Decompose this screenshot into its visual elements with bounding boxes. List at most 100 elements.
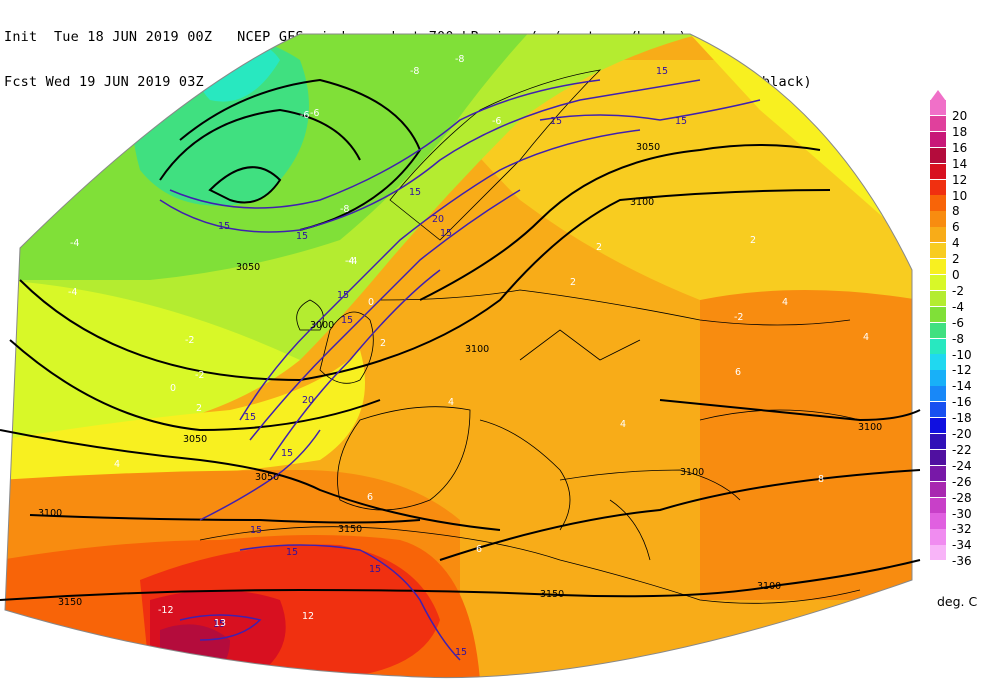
colorbar-label: -14 (952, 379, 972, 394)
temperature-label: -8 (455, 54, 464, 65)
wind-label: 20 (302, 395, 314, 406)
temperature-label: -2 (195, 370, 204, 381)
colorbar-label: 10 (952, 188, 968, 203)
colorbar-swatch (930, 545, 946, 561)
temperature-label: -6 (300, 110, 309, 121)
height-label: 3150 (338, 524, 362, 535)
colorbar-swatch (930, 179, 946, 195)
temperature-label: 6 (476, 544, 482, 555)
colorbar-label: 12 (952, 172, 968, 187)
colorbar-label: -16 (952, 395, 972, 410)
height-label: 3000 (310, 320, 334, 331)
temperature-label: 12 (302, 611, 314, 622)
colorbar-swatch (930, 115, 946, 132)
temperature-label: -8 (340, 204, 349, 215)
temperature-labels: -8 -8 -6 -6 -4 -4 -4 -2 -2 -2 0 2 2 4 4 … (68, 54, 869, 629)
temperature-label: 4 (620, 419, 626, 430)
temperature-label: -2 (734, 312, 743, 323)
colorbar-label: -12 (952, 363, 972, 378)
wind-label: 15 (440, 228, 452, 239)
colorbar-label: 6 (952, 220, 960, 235)
temperature-label: 2 (380, 338, 386, 349)
temperature-label: -2 (185, 335, 194, 346)
colorbar-label: -2 (952, 283, 964, 298)
temperature-label: -12 (158, 605, 174, 616)
wind-label: 15 (213, 619, 225, 630)
colorbar-swatch (930, 243, 946, 259)
temperature-label: 0 (368, 297, 374, 308)
wind-label: 20 (432, 214, 444, 225)
height-label: 3050 (236, 262, 260, 273)
colorbar-label: 16 (952, 140, 968, 155)
wind-label: 15 (550, 116, 562, 127)
wind-label: 15 (281, 448, 293, 459)
temperature-label: 4 (782, 297, 788, 308)
wind-label: 15 (341, 315, 353, 326)
colorbar-label: 2 (952, 252, 960, 267)
colorbar-label: -20 (952, 427, 972, 441)
colorbar-label: -26 (952, 474, 972, 489)
colorbar-units: deg. C (937, 594, 978, 609)
colorbar-swatch (930, 195, 946, 211)
temperature-label: 6 (367, 492, 373, 503)
wind-label: 15 (250, 525, 262, 536)
geopotential-contours (0, 78, 921, 601)
wind-label: 15 (244, 412, 256, 423)
temperature-label: 2 (596, 242, 602, 253)
colorbar-label: -22 (952, 442, 972, 457)
colorbar-swatch (930, 497, 946, 513)
colorbar-swatch (930, 259, 946, 275)
colorbar-swatch (930, 513, 946, 529)
colorbar-swatch (930, 100, 946, 116)
colorbar-swatch (930, 529, 946, 545)
wind-label: 15 (296, 231, 308, 242)
colorbar-swatch (930, 354, 946, 370)
height-label: 3100 (38, 508, 62, 519)
colorbar-label: -10 (952, 347, 972, 362)
height-label: 3100 (858, 422, 882, 433)
height-label: 3050 (636, 142, 660, 153)
temperature-label: -8 (410, 66, 419, 77)
temperature-label: 2 (196, 403, 202, 414)
colorbar-swatch (930, 386, 946, 402)
colorbar-swatch (930, 147, 946, 163)
colorbar-label: -4 (952, 299, 964, 314)
colorbar-swatch (930, 418, 946, 434)
height-label: 3150 (540, 589, 564, 600)
colorbar-label: -18 (952, 411, 972, 426)
colorbar-label: 14 (952, 156, 968, 171)
temperature-label: 4 (114, 459, 120, 470)
colorbar-swatch (930, 211, 946, 227)
colorbar-swatch (930, 370, 946, 386)
colorbar-label: 4 (952, 236, 960, 251)
height-label: 3100 (630, 197, 654, 208)
colorbar-swatch (930, 402, 946, 418)
wind-label: 15 (369, 564, 381, 575)
colorbar-swatch (930, 433, 946, 450)
height-label: 3100 (680, 467, 704, 478)
temperature-label: 8 (818, 474, 824, 485)
colorbar-swatch (930, 465, 946, 481)
temperature-label: -6 (492, 116, 501, 127)
colorbar-label: 0 (952, 268, 960, 282)
height-label: 3100 (465, 344, 489, 355)
colorbar-label: -36 (952, 554, 972, 569)
height-label: 3050 (183, 434, 207, 445)
colorbar-label: -28 (952, 490, 972, 505)
wind-label: 15 (337, 290, 349, 301)
colorbar-swatch (930, 227, 946, 243)
temperature-label: 13 (214, 618, 226, 629)
temperature-label: -6 (310, 108, 319, 119)
colorbar-swatch (930, 449, 946, 466)
height-label: 3100 (757, 581, 781, 592)
wind-label: 15 (286, 547, 298, 558)
wind-label: 15 (218, 221, 230, 232)
temperature-colorbar: 20 18 16 14 12 10 8 6 4 2 0 -2 -4 -6 -8 -10 -12 -14 -16 -18… (930, 90, 1000, 570)
height-labels: 3100 3100 3100 3050 3050 3100 3150 3150 … (38, 142, 882, 608)
colorbar-label: -8 (952, 331, 964, 346)
colorbar-swatch (930, 338, 946, 354)
wind-label: 15 (675, 116, 687, 127)
colorbar-label: 20 (952, 109, 968, 123)
